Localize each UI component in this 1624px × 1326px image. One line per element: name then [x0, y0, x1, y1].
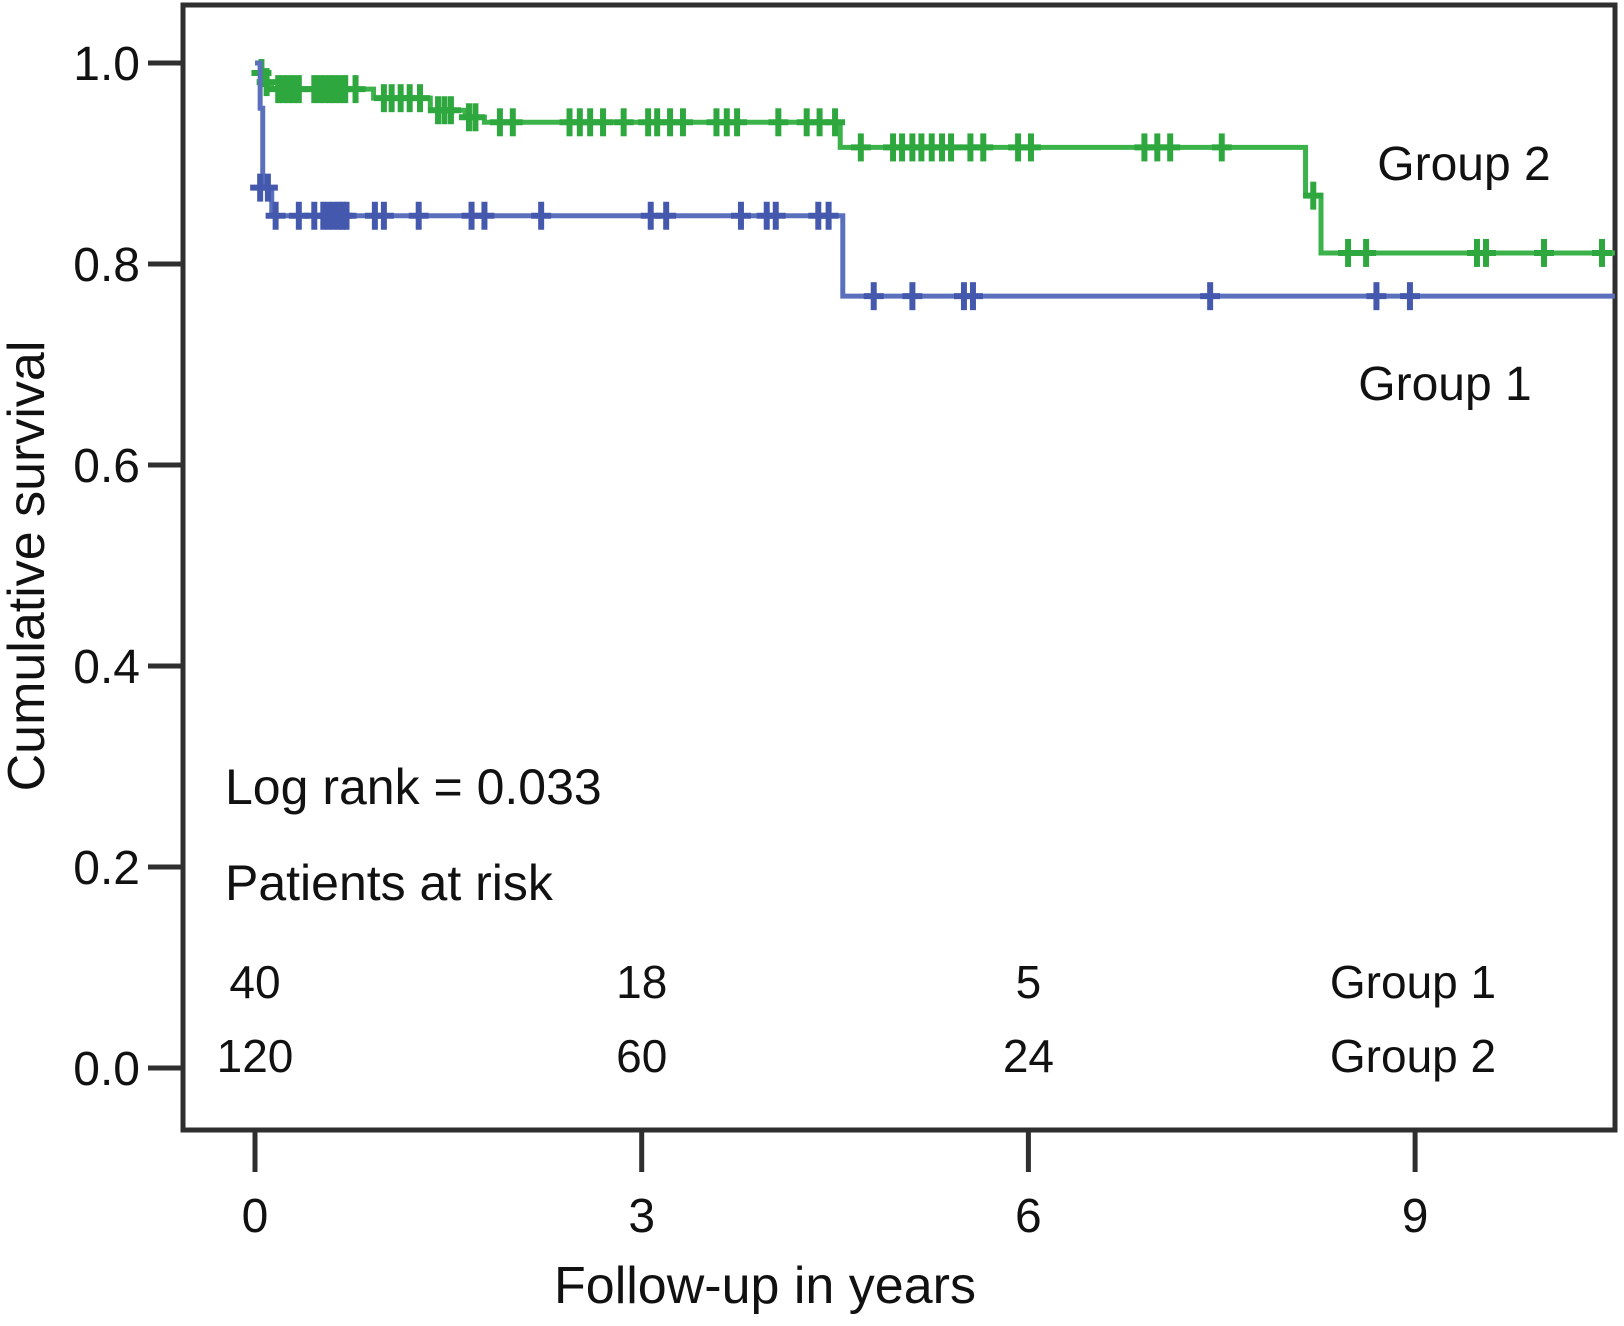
curve-label-group2: Group 2 — [1377, 138, 1550, 191]
y-tick-label: 0.8 — [73, 239, 140, 292]
at-risk-title: Patients at risk — [225, 855, 554, 911]
at-risk-count: 60 — [616, 1030, 667, 1082]
y-tick-label: 0.0 — [73, 1043, 140, 1096]
x-tick-label: 6 — [1015, 1190, 1042, 1243]
at-risk-count: 18 — [616, 956, 667, 1008]
x-axis-title: Follow-up in years — [554, 1257, 976, 1315]
y-tick-label: 0.4 — [73, 641, 140, 694]
x-tick-label: 3 — [628, 1190, 655, 1243]
plot-border — [180, 2, 1618, 1133]
at-risk-table: 40 18 5 Group 1 120 60 24 Group 2 — [217, 956, 1496, 1082]
at-risk-count: 40 — [229, 956, 280, 1008]
y-axis-title: Cumulative survival — [0, 341, 56, 792]
y-tick-label: 1.0 — [73, 38, 140, 91]
at-risk-count: 24 — [1003, 1030, 1054, 1082]
curve-label-group1: Group 1 — [1358, 358, 1531, 411]
x-tick-label: 9 — [1402, 1190, 1429, 1243]
log-rank-annotation: Log rank = 0.033 — [225, 759, 602, 815]
at-risk-count: 120 — [217, 1030, 294, 1082]
at-risk-row-label: Group 2 — [1330, 1030, 1496, 1082]
y-tick-label: 0.6 — [73, 440, 140, 493]
x-axis: 0 3 6 9 — [242, 1130, 1429, 1243]
y-axis: 1.0 0.8 0.6 0.4 0.2 0.0 — [73, 38, 183, 1096]
at-risk-row-label: Group 1 — [1330, 956, 1496, 1008]
survival-curves — [250, 59, 1615, 311]
y-tick-label: 0.2 — [73, 842, 140, 895]
at-risk-count: 5 — [1016, 956, 1042, 1008]
x-tick-label: 0 — [242, 1190, 269, 1243]
